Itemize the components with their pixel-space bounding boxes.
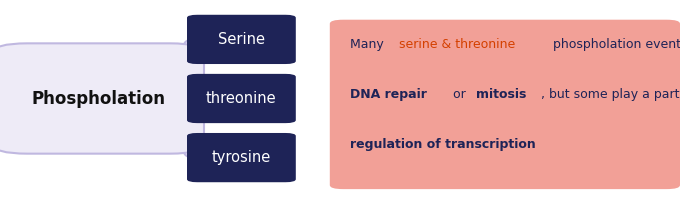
- FancyBboxPatch shape: [330, 20, 680, 189]
- Text: serine & threonine: serine & threonine: [399, 38, 515, 51]
- Text: or: or: [449, 88, 470, 101]
- Text: threonine: threonine: [206, 91, 277, 106]
- FancyBboxPatch shape: [187, 133, 296, 182]
- FancyBboxPatch shape: [0, 43, 204, 154]
- Text: Phospholation: Phospholation: [31, 89, 166, 108]
- Text: Serine: Serine: [218, 32, 265, 47]
- Text: phospholation events are related to: phospholation events are related to: [549, 38, 680, 51]
- Text: regulation of transcription: regulation of transcription: [350, 138, 536, 151]
- Text: DNA repair: DNA repair: [350, 88, 427, 101]
- Text: mitosis: mitosis: [476, 88, 526, 101]
- Text: Many: Many: [350, 38, 388, 51]
- Text: tyrosine: tyrosine: [211, 150, 271, 165]
- FancyBboxPatch shape: [187, 74, 296, 123]
- Text: , but some play a part in: , but some play a part in: [541, 88, 680, 101]
- FancyBboxPatch shape: [187, 15, 296, 64]
